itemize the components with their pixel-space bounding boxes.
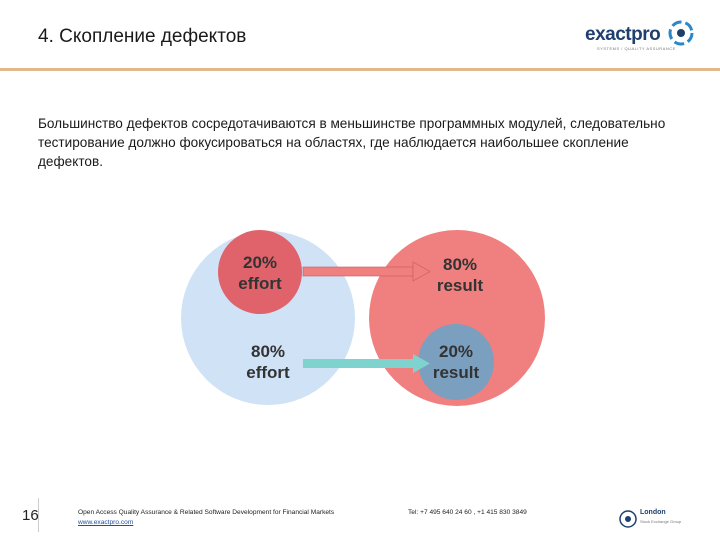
exactpro-logo: exactpro SYSTEMS / QUALITY ASSURANCE: [585, 20, 695, 52]
result-20-bubble: [418, 324, 494, 400]
effort-20-line2: effort: [238, 274, 282, 293]
logo-subtitle: SYSTEMS / QUALITY ASSURANCE: [597, 46, 676, 51]
page-title: 4. Скопление дефектов: [38, 26, 247, 47]
arrow-bottom: [303, 354, 430, 373]
effort-20-bubble: [218, 230, 302, 314]
exactpro-mark-icon: [668, 20, 694, 46]
main-paragraph: Большинство дефектов сосредотачиваются в…: [38, 116, 666, 169]
result-80-line1: 80%: [443, 255, 477, 274]
effort-20-line1: 20%: [243, 253, 277, 272]
effort-80-line2: effort: [246, 363, 290, 382]
page-number: 16: [22, 507, 39, 524]
header-divider: [0, 68, 720, 71]
result-80-line2: result: [437, 276, 484, 295]
result-20-line2: result: [433, 363, 480, 382]
lse-logo: London Stock Exchange Group: [618, 509, 698, 531]
footer-link[interactable]: www.exactpro.com: [78, 519, 134, 526]
footer-divider: [38, 498, 39, 532]
effort-80-line1: 80%: [251, 342, 285, 361]
lse-crest-icon: [619, 510, 637, 528]
arrow-top: [302, 261, 431, 282]
partner-subtitle: Stock Exchange Group: [640, 519, 682, 524]
footer-telephone: Tel: +7 495 640 24 60 , +1 415 830 3849: [408, 509, 527, 516]
partner-name: London: [640, 509, 666, 516]
footer-description: Open Access Quality Assurance & Related …: [78, 509, 335, 516]
logo-text: exactpro: [585, 24, 661, 45]
result-20-line1: 20%: [439, 342, 473, 361]
